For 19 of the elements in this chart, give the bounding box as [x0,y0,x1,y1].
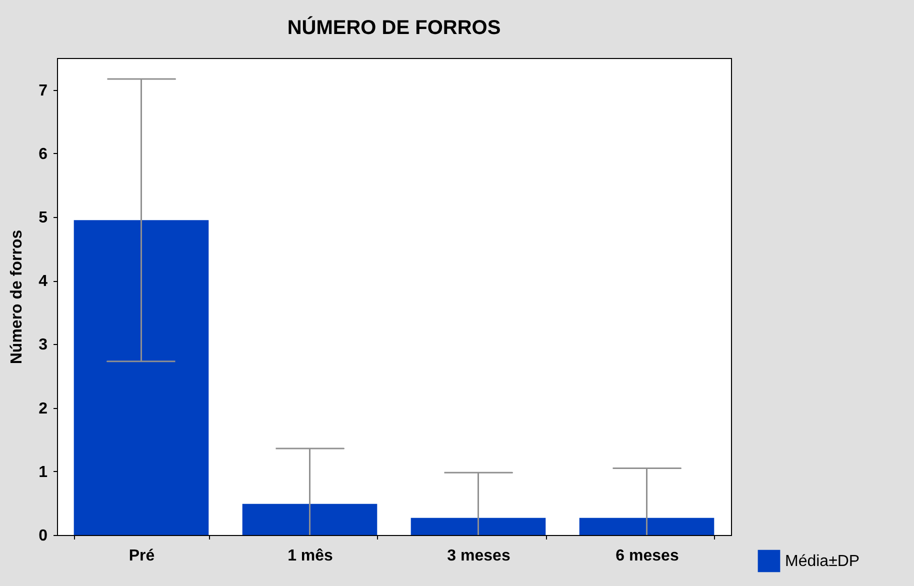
y-tick-label: 5 [38,210,48,226]
y-tick-label: 3 [38,336,48,354]
x-tick-label: 3 meses [447,548,510,564]
bar [410,518,546,535]
x-tick-label: 1 mês [288,548,334,564]
bar [579,518,714,535]
x-tick-label: 6 meses [616,548,679,564]
y-tick-label: 1 [38,464,48,481]
y-tick-label: 4 [38,273,48,290]
x-tick-label: Pré [128,548,155,564]
y-tick-label: 7 [38,82,48,100]
y-tick-label: 6 [38,146,48,163]
chart-title: NÚMERO DE FORROS [287,16,501,39]
bar [242,504,378,535]
legend-label: Média±DP [785,553,860,570]
y-tick-label: 2 [38,400,48,418]
y-axis-title: Número de forros [8,230,26,364]
y-tick-label: 0 [38,528,48,544]
bar [74,220,209,535]
